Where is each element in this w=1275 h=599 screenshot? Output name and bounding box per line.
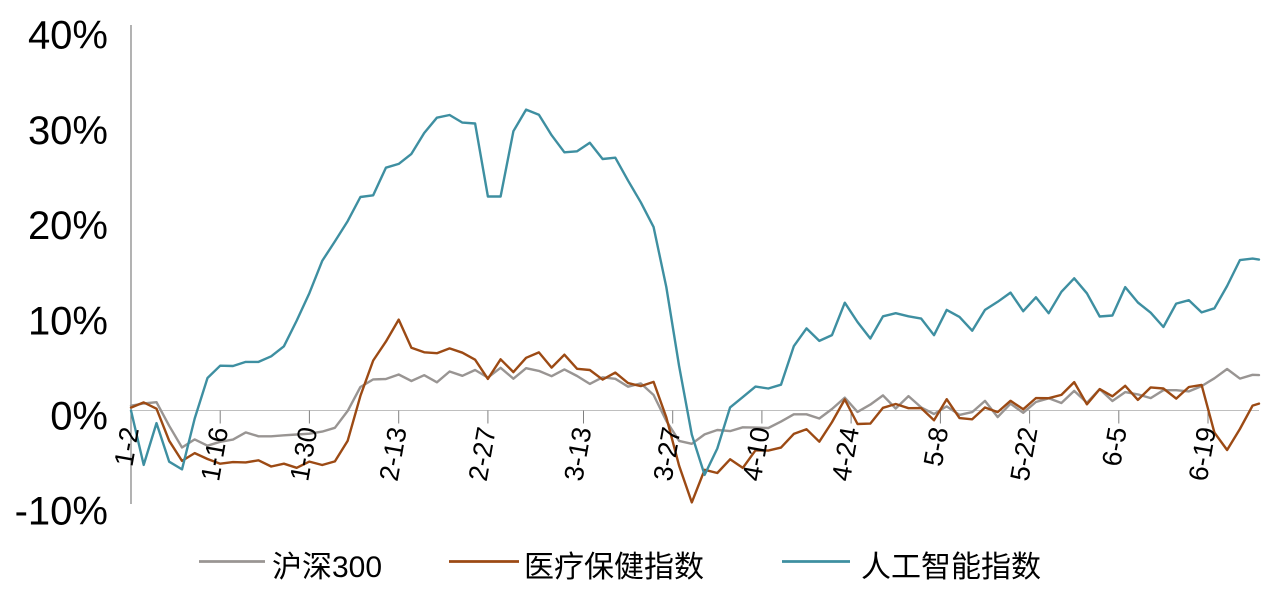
svg-text:-10%: -10% [15, 490, 108, 534]
svg-text:6-19: 6-19 [1183, 425, 1222, 483]
svg-text:4-24: 4-24 [826, 425, 865, 483]
svg-text:30%: 30% [28, 109, 108, 153]
svg-text:20%: 20% [28, 204, 108, 248]
svg-text:10%: 10% [28, 299, 108, 343]
svg-text:6-5: 6-5 [1096, 425, 1132, 469]
svg-text:医疗保健指数: 医疗保健指数 [524, 551, 704, 584]
svg-text:人工智能指数: 人工智能指数 [861, 551, 1041, 584]
svg-text:0%: 0% [50, 395, 108, 439]
svg-text:沪深300: 沪深300 [272, 551, 382, 584]
svg-text:40%: 40% [28, 14, 108, 58]
svg-text:3-27: 3-27 [648, 425, 687, 483]
svg-text:1-2: 1-2 [109, 425, 145, 469]
svg-text:2-27: 2-27 [463, 425, 502, 483]
svg-text:1-16: 1-16 [195, 425, 234, 483]
svg-text:3-13: 3-13 [558, 425, 597, 483]
svg-text:5-8: 5-8 [918, 425, 954, 469]
svg-text:4-10: 4-10 [737, 425, 776, 483]
svg-text:1-30: 1-30 [284, 425, 323, 483]
svg-text:5-22: 5-22 [1005, 425, 1044, 483]
svg-text:2-13: 2-13 [374, 425, 413, 483]
